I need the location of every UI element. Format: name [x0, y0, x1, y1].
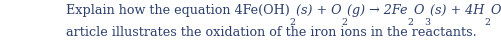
Text: 2: 2 [407, 18, 413, 27]
Text: (g) → 2Fe: (g) → 2Fe [347, 4, 407, 17]
Text: 2: 2 [341, 18, 347, 27]
Text: (s) + 4H: (s) + 4H [430, 4, 484, 17]
Text: O: O [413, 4, 423, 17]
Text: 2: 2 [484, 18, 490, 27]
Text: 3: 3 [423, 18, 430, 27]
Text: (s) + O: (s) + O [295, 4, 341, 17]
Text: O(: O( [490, 4, 501, 17]
Text: article illustrates the oxidation of the iron ions in the reactants.: article illustrates the oxidation of the… [66, 26, 475, 39]
Text: Explain how the equation 4Fe(OH): Explain how the equation 4Fe(OH) [66, 4, 289, 17]
Text: 2: 2 [289, 18, 295, 27]
